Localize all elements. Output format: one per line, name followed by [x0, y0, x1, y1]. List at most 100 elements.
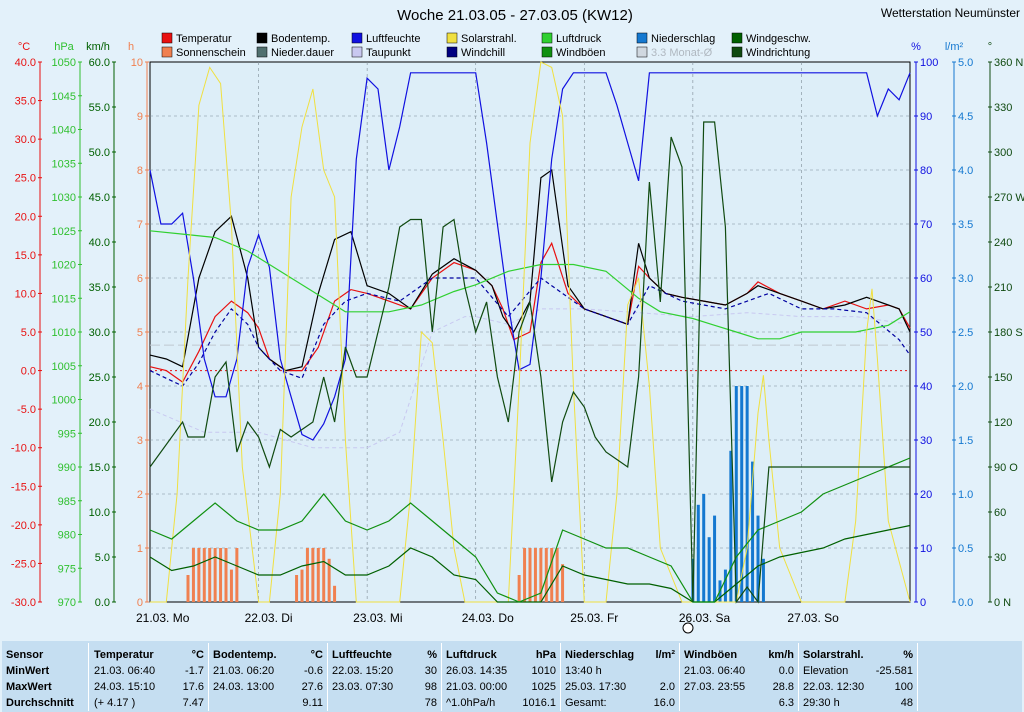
stats-cell-row: 78: [328, 695, 441, 711]
rain-bar: [740, 386, 744, 602]
stats-row-labels: Sensor MinWert MaxWert Durchschnitt: [2, 643, 89, 711]
tick-label: 10.0: [89, 507, 110, 519]
tick-label: 180 S: [994, 327, 1023, 339]
stats-column: Niederschlag l/m² 13:40 h 25.03. 17:30 2.0 Ge…: [561, 643, 680, 711]
tick-label: 25.0: [15, 173, 36, 185]
sunshine-bar: [300, 569, 304, 602]
legend-swatch: [636, 46, 648, 58]
stats-header-name: Luftfeuchte: [332, 649, 392, 661]
tick-label: 7: [137, 219, 143, 231]
stats-cell-value: 100: [894, 681, 913, 693]
moon-icon: [682, 622, 694, 634]
legend-swatch: [256, 32, 268, 44]
tick-label: -5.0: [17, 404, 36, 416]
tick-label: 1045: [52, 91, 76, 103]
sunshine-bar: [544, 548, 548, 602]
tick-label: 5: [137, 327, 143, 339]
tick-label: 1000: [52, 395, 76, 407]
stats-header: Luftdruck hPa: [442, 647, 560, 663]
stats-cell-row: 29:30 h 48: [799, 695, 917, 711]
stats-cell-label: 24.03. 15:10: [94, 681, 156, 693]
sunshine-bar: [295, 575, 299, 602]
sunshine-bar: [208, 548, 212, 602]
x-tick-label: 23.03. Mi: [353, 611, 402, 625]
stats-cell-label: 29:30 h: [803, 697, 840, 709]
tick-label: 10.0: [15, 288, 36, 300]
axis-unit-left: °C: [18, 41, 30, 53]
tick-label: 0 N: [994, 597, 1011, 609]
axis-unit-right: %: [911, 41, 921, 53]
tick-label: 0: [920, 597, 926, 609]
tick-label: 8: [137, 165, 143, 177]
row-label-max: MaxWert: [6, 681, 52, 693]
stats-header-unit: °C: [310, 649, 323, 661]
x-tick-label: 24.03. Do: [462, 611, 514, 625]
stats-cell-row: 21.03. 06:20 -0.6: [209, 663, 327, 679]
legend-swatch: [731, 46, 743, 58]
stats-header-unit: km/h: [768, 649, 794, 661]
tick-label: 15.0: [89, 462, 110, 474]
stats-cell-value: 98: [424, 681, 437, 693]
stats-cell-label: 13:40 h: [565, 665, 602, 677]
tick-label: 20: [920, 489, 932, 501]
tick-label: 1020: [52, 260, 76, 272]
sunshine-bar: [550, 548, 554, 602]
sunshine-bar: [311, 548, 315, 602]
legend-swatch: [161, 32, 173, 44]
stats-header: Temperatur °C: [90, 647, 208, 663]
stats-header: Luftfeuchte%: [328, 647, 441, 663]
series-line-wind: [149, 524, 911, 603]
stats-cell-value: 1010: [531, 665, 556, 677]
tick-label: -20.0: [11, 520, 36, 532]
stats-header-unit: °C: [191, 649, 204, 661]
stats-cell-value: 16.0: [653, 697, 675, 709]
stats-cell-value: 28.8: [772, 681, 794, 693]
legend-label: Niederschlag: [651, 33, 715, 45]
weather-chart: Woche 21.03.05 - 27.03.05 (KW12) Wetters…: [11, 6, 1024, 634]
row-label-avg: Durchschnitt: [6, 697, 74, 709]
legend-swatch: [446, 32, 458, 44]
series-line-gust: [149, 457, 911, 603]
tick-label: 5.0: [21, 327, 36, 339]
series-line-dir: [149, 121, 910, 604]
tick-label: 40.0: [15, 57, 36, 69]
stats-column: Luftfeuchte% 22.03. 15:20 30 23.03. 07:30 98…: [328, 643, 442, 711]
stats-header-name: Bodentemp.: [213, 649, 277, 661]
tick-label: 90: [920, 111, 932, 123]
stats-header-unit: %: [427, 649, 437, 661]
sunshine-bar: [561, 564, 565, 602]
axis-unit-right: l/m²: [945, 41, 964, 53]
stats-cell-row: 22.03. 12:30 100: [799, 679, 917, 695]
sunshine-bar: [202, 548, 206, 602]
legend-swatch: [541, 32, 553, 44]
sunshine-bar: [229, 569, 233, 602]
stats-cell-value: -1.7: [185, 665, 204, 677]
tick-label: 1: [137, 543, 143, 555]
tick-label: 970: [58, 597, 76, 609]
legend-label: Windböen: [556, 47, 606, 59]
sunshine-bar: [197, 548, 201, 602]
tick-label: 60.0: [89, 57, 110, 69]
tick-label: 3.5: [958, 219, 973, 231]
tick-label: 985: [58, 496, 76, 508]
legend-label: Solarstrahl.: [461, 33, 517, 45]
legend: Temperatur Sonnenschein Bodentemp. Nieder.d…: [161, 32, 811, 59]
tick-label: 270 W: [994, 192, 1024, 204]
tick-label: 20.0: [15, 211, 36, 223]
tick-label: 0.0: [95, 597, 110, 609]
stats-header: Solarstrahl.%: [799, 647, 917, 663]
tick-label: 360 N: [994, 57, 1023, 69]
tick-label: -15.0: [11, 481, 36, 493]
tick-label: 1040: [52, 125, 76, 137]
legend-label: Luftdruck: [556, 33, 602, 45]
tick-label: 30.0: [15, 134, 36, 146]
stats-header-name: Luftdruck: [446, 649, 497, 661]
tick-label: 15.0: [15, 250, 36, 262]
stats-cell-row: 26.03. 14:35 1010: [442, 663, 560, 679]
stats-cell-row: 24.03. 15:10 17.6: [90, 679, 208, 695]
tick-label: 3.0: [958, 273, 973, 285]
stats-header-name: Temperatur: [94, 649, 154, 661]
x-tick-label: 26.03. Sa: [679, 611, 731, 625]
tick-label: 240: [994, 237, 1012, 249]
x-tick-label: 25.03. Fr: [570, 611, 618, 625]
